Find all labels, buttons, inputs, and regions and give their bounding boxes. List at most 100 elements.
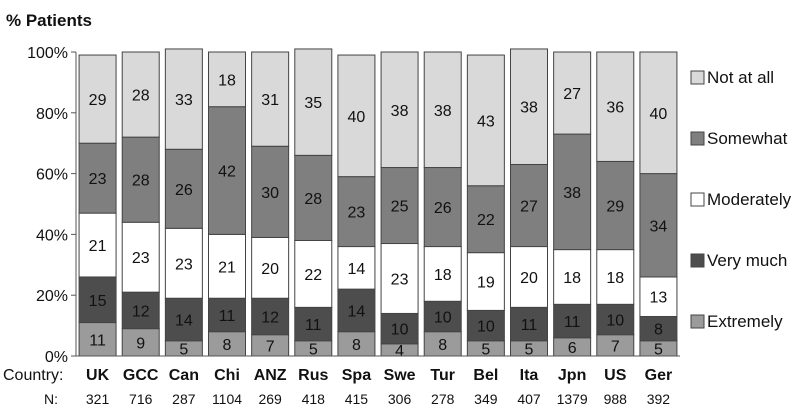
data-label: 15 bbox=[89, 293, 107, 310]
data-label: 19 bbox=[477, 275, 495, 292]
legend-label: Extremely bbox=[707, 312, 783, 331]
legend-swatch bbox=[690, 131, 705, 146]
bar-segment-very-much bbox=[78, 276, 117, 324]
data-label: 38 bbox=[520, 100, 538, 117]
data-label: 40 bbox=[650, 106, 668, 123]
data-label: 9 bbox=[136, 335, 145, 352]
data-label: 11 bbox=[89, 332, 106, 349]
bar-segment-very-much bbox=[380, 312, 419, 345]
n-value-label: 716 bbox=[129, 391, 153, 407]
bar-segment-not-at-all bbox=[596, 51, 635, 162]
x-tick-label: Spa bbox=[342, 367, 371, 384]
data-label: 31 bbox=[261, 92, 279, 109]
n-value-label: 287 bbox=[172, 391, 196, 407]
data-label: 14 bbox=[348, 303, 366, 320]
data-label: 29 bbox=[89, 92, 107, 109]
y-tick-label: 100% bbox=[27, 45, 68, 62]
data-label: 42 bbox=[218, 164, 236, 181]
bar-segment-not-at-all bbox=[337, 54, 376, 178]
x-axis: Country: N: UK 321 GCC 716 Can 287 Chi 1104 ANZ 269… bbox=[3, 367, 672, 407]
x-tick-label: Ita bbox=[520, 367, 539, 384]
n-value-label: 278 bbox=[431, 391, 455, 407]
bar-stack-uk: 11 15 21 23 29 bbox=[78, 54, 117, 357]
bar-segment-not-at-all bbox=[466, 54, 505, 187]
bar-segment-somewhat bbox=[337, 176, 376, 248]
legend-swatch bbox=[690, 314, 705, 329]
data-label: 7 bbox=[611, 338, 620, 355]
bar-segment-not-at-all bbox=[639, 51, 678, 175]
data-label: 38 bbox=[563, 185, 581, 202]
n-value-label: 415 bbox=[345, 391, 369, 407]
bar-segment-not-at-all bbox=[553, 51, 592, 135]
data-label: 33 bbox=[175, 92, 193, 109]
data-label: 38 bbox=[391, 103, 409, 120]
data-label: 23 bbox=[132, 250, 150, 267]
n-value-label: 407 bbox=[517, 391, 541, 407]
n-value-label: 321 bbox=[86, 391, 110, 407]
legend-swatch bbox=[690, 192, 705, 207]
data-label: 23 bbox=[391, 271, 409, 288]
bar-segment-not-at-all bbox=[208, 51, 246, 108]
data-label: 11 bbox=[564, 314, 581, 331]
y-tick-label: 0% bbox=[45, 349, 68, 366]
x-tick-label: ANZ bbox=[254, 367, 287, 384]
bar-stack-ita: 5 11 20 27 38 bbox=[510, 48, 548, 358]
bar-stack-can: 5 14 23 26 33 bbox=[164, 48, 203, 358]
x-tick-label: UK bbox=[86, 367, 110, 384]
bar-segment-not-at-all bbox=[510, 48, 548, 165]
legend-swatch bbox=[690, 70, 705, 85]
bars-area: 11 15 21 23 29 9 12 23 28 28 5 14 23 26 33 8 11 21 42 18 7 12… bbox=[76, 48, 680, 360]
data-label: 5 bbox=[481, 341, 490, 358]
data-label: 43 bbox=[477, 113, 495, 130]
bar-segment-somewhat bbox=[510, 163, 548, 248]
data-label: 5 bbox=[654, 341, 663, 358]
bar-stack-jpn: 6 11 18 38 27 bbox=[553, 51, 592, 357]
data-label: 36 bbox=[606, 100, 624, 117]
y-axis-title: % Patients bbox=[6, 11, 92, 30]
bar-segment-somewhat bbox=[423, 167, 462, 248]
bar-segment-somewhat bbox=[294, 154, 333, 241]
country-row-label: Country: bbox=[3, 367, 63, 384]
data-label: 40 bbox=[348, 109, 366, 126]
data-label: 14 bbox=[348, 261, 366, 278]
bar-segment-somewhat bbox=[251, 145, 290, 238]
bar-stack-rus: 5 11 22 28 35 bbox=[294, 48, 333, 358]
x-tick-label: Swe bbox=[384, 367, 416, 384]
data-label: 30 bbox=[261, 185, 279, 202]
data-label: 8 bbox=[352, 337, 361, 354]
data-label: 8 bbox=[438, 337, 447, 354]
legend-item-somewhat: Somewhat bbox=[690, 129, 788, 148]
data-label: 5 bbox=[179, 341, 188, 358]
legend-item-extremely: Extremely bbox=[690, 312, 783, 331]
data-label: 25 bbox=[391, 199, 409, 216]
data-label: 23 bbox=[89, 171, 107, 188]
bar-stack-swe: 4 10 23 25 38 bbox=[380, 51, 419, 360]
data-label: 23 bbox=[348, 205, 366, 222]
n-value-label: 392 bbox=[647, 391, 671, 407]
bar-stack-ger: 5 8 13 34 40 bbox=[639, 51, 678, 358]
bar-segment-not-at-all bbox=[78, 54, 117, 144]
legend-item-very-much: Very much bbox=[690, 251, 787, 270]
data-label: 10 bbox=[606, 313, 624, 330]
bar-stack-chi: 8 11 21 42 18 bbox=[208, 51, 246, 357]
n-value-label: 269 bbox=[258, 391, 282, 407]
data-label: 26 bbox=[175, 182, 193, 199]
y-tick-label: 20% bbox=[36, 288, 68, 305]
x-tick-label: Bel bbox=[473, 367, 498, 384]
bar-segment-somewhat bbox=[553, 133, 592, 251]
data-label: 10 bbox=[434, 309, 452, 326]
bar-segment-moderately bbox=[466, 252, 505, 311]
data-label: 21 bbox=[89, 238, 107, 255]
bar-segment-moderately bbox=[294, 239, 333, 308]
bar-segment-moderately bbox=[380, 243, 419, 314]
data-label: 8 bbox=[223, 337, 232, 354]
legend-item-not-at-all: Not at all bbox=[690, 68, 774, 87]
data-label: 29 bbox=[606, 199, 624, 216]
n-value-label: 349 bbox=[474, 391, 498, 407]
x-tick-label: Jpn bbox=[558, 367, 586, 384]
data-label: 34 bbox=[650, 218, 668, 235]
data-label: 6 bbox=[568, 340, 577, 357]
data-label: 5 bbox=[525, 341, 534, 358]
bar-segment-very-much bbox=[553, 303, 592, 339]
